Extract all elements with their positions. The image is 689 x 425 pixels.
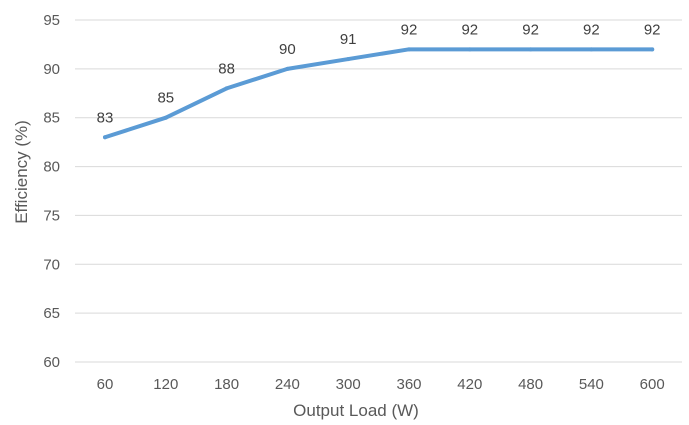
x-tick-label: 120 — [153, 376, 178, 393]
data-label: 88 — [218, 60, 235, 77]
y-tick-label: 60 — [43, 354, 60, 371]
y-tick-label: 95 — [43, 12, 60, 29]
data-point — [103, 135, 107, 140]
data-point — [528, 47, 533, 52]
y-gridlines — [75, 19, 682, 363]
y-tick-label: 70 — [43, 256, 60, 273]
y-tick-label: 65 — [43, 305, 60, 322]
data-label: 83 — [97, 109, 114, 126]
y-tick-label: 90 — [43, 61, 60, 78]
x-tick-label: 240 — [275, 376, 300, 393]
data-point — [224, 86, 229, 91]
y-tick-label: 85 — [43, 110, 60, 127]
x-tick-label: 480 — [518, 376, 543, 393]
data-point — [589, 47, 594, 52]
x-tick-label: 420 — [457, 376, 482, 393]
data-label: 90 — [279, 41, 296, 58]
x-tick-label: 300 — [336, 376, 361, 393]
x-axis-title: Output Load (W) — [293, 401, 419, 420]
data-point — [163, 115, 168, 120]
series-layer — [103, 47, 655, 140]
y-tick-label: 75 — [43, 207, 60, 224]
data-point — [285, 66, 290, 71]
data-label: 91 — [340, 31, 357, 48]
y-tick-label: 80 — [43, 159, 60, 176]
x-tick-labels: 60 120 180 240 300 360 420 480 540 600 — [97, 376, 665, 393]
x-tick-label: 180 — [214, 376, 239, 393]
y-axis-title: Efficiency (%) — [12, 120, 31, 224]
data-labels: 83 85 88 90 91 92 92 92 92 92 — [97, 21, 661, 126]
x-tick-label: 60 — [97, 376, 114, 393]
data-label: 85 — [157, 90, 174, 107]
data-point — [407, 47, 411, 52]
data-point — [346, 57, 351, 62]
data-point — [467, 47, 472, 52]
data-label: 92 — [401, 21, 418, 38]
data-label: 92 — [644, 21, 661, 38]
x-tick-label: 600 — [640, 376, 665, 393]
data-label: 92 — [461, 21, 478, 38]
x-tick-label: 540 — [579, 376, 604, 393]
y-tick-labels: 60 65 70 75 80 85 90 95 — [43, 12, 60, 371]
data-label: 92 — [522, 21, 539, 38]
data-point — [650, 47, 655, 52]
series-line — [103, 47, 655, 140]
x-tick-label: 360 — [396, 376, 421, 393]
data-label: 92 — [583, 21, 600, 38]
